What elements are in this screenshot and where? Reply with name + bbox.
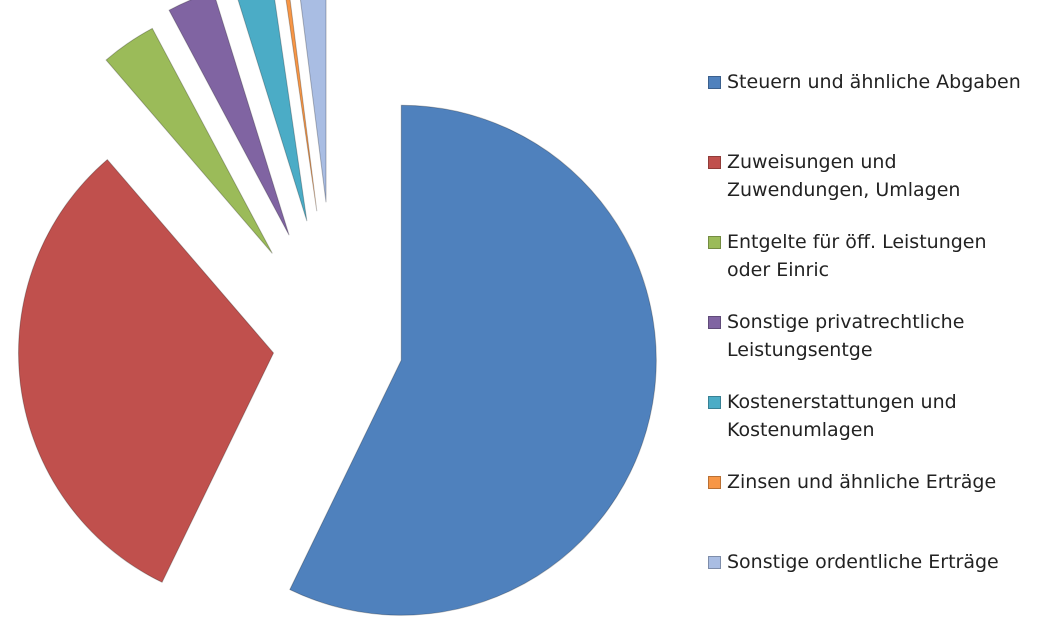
pie-slice bbox=[237, 0, 308, 222]
legend-label: Sonstige privatrechtliche Leistungsentge bbox=[727, 311, 965, 361]
legend-item: Zinsen und ähnliche Erträge bbox=[708, 468, 1033, 548]
legend-label: Sonstige ordentliche Erträge bbox=[727, 551, 999, 573]
pie-slice bbox=[289, 104, 657, 616]
legend-label: Kostenerstattungen und Kostenumlagen bbox=[727, 391, 957, 441]
legend-item: Kostenerstattungen und Kostenumlagen bbox=[708, 388, 1033, 468]
legend-item: Zuweisungen und Zuwendungen, Umlagen bbox=[708, 148, 1033, 228]
pie-slice bbox=[285, 0, 318, 212]
chart bbox=[18, 0, 657, 616]
legend-swatch bbox=[708, 156, 721, 169]
legend-swatch bbox=[708, 396, 721, 409]
legend-item: Steuern und ähnliche Abgaben bbox=[708, 68, 1033, 148]
legend-label: Steuern und ähnliche Abgaben bbox=[727, 71, 1021, 93]
legend-swatch bbox=[708, 316, 721, 329]
legend-label: Entgelte für öff. Leistungen oder Einric bbox=[727, 231, 987, 281]
legend-item: Sonstige ordentliche Erträge bbox=[708, 548, 1033, 628]
legend-swatch bbox=[708, 76, 721, 89]
legend-swatch bbox=[708, 236, 721, 249]
legend-label: Zinsen und ähnliche Erträge bbox=[727, 471, 997, 493]
pie-slice bbox=[18, 158, 275, 583]
legend-item: Entgelte für öff. Leistungen oder Einric bbox=[708, 228, 1033, 308]
legend-swatch bbox=[708, 556, 721, 569]
legend-item: Sonstige privatrechtliche Leistungsentge bbox=[708, 308, 1033, 388]
legend-swatch bbox=[708, 476, 721, 489]
legend: Steuern und ähnliche Abgaben Zuweisungen … bbox=[708, 68, 1033, 628]
pie-slice bbox=[105, 27, 273, 254]
pie-slice bbox=[168, 0, 290, 236]
legend-label: Zuweisungen und Zuwendungen, Umlagen bbox=[727, 151, 961, 201]
pie-slice bbox=[299, 0, 327, 203]
